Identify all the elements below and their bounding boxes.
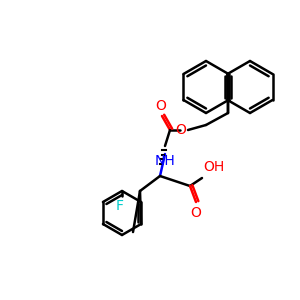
Text: O: O — [190, 206, 201, 220]
Text: F: F — [116, 199, 124, 213]
Text: O: O — [175, 123, 186, 137]
Text: NH: NH — [154, 154, 176, 168]
Text: OH: OH — [203, 160, 224, 174]
Text: O: O — [156, 99, 167, 113]
